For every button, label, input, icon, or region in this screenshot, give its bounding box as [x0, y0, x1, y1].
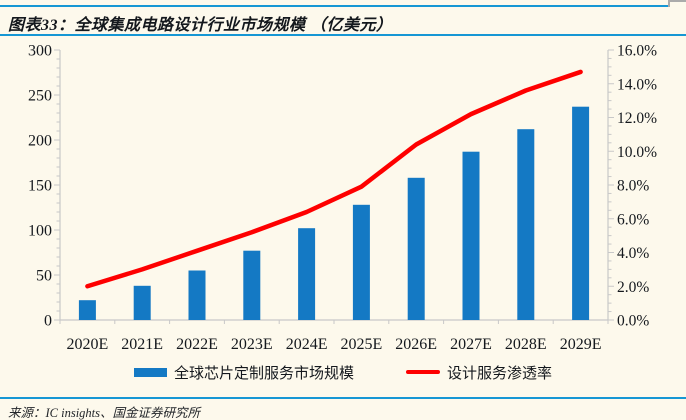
line-series-swatch [406, 370, 440, 374]
x-axis-category-label: 2028E [505, 336, 547, 353]
right-axis-tick-label: 4.0% [617, 245, 649, 262]
bar-2023E [243, 250, 261, 320]
right-axis-tick-label: 12.0% [617, 110, 657, 127]
legend: 全球芯片定制服务市场规模 设计服务渗透率 [0, 360, 686, 384]
bar-2025E [352, 204, 370, 320]
left-axis-tick-label: 200 [28, 133, 52, 150]
right-axis-tick-label: 16.0% [617, 43, 657, 60]
left-axis-tick-label: 0 [44, 313, 52, 330]
bar-2028E [517, 129, 535, 320]
bar-2020E [78, 300, 96, 320]
bar-2021E [133, 285, 151, 320]
title-underline-rule [0, 34, 686, 36]
bottom-rule [0, 397, 686, 399]
x-axis-category-label: 2024E [286, 336, 328, 353]
x-axis-category-label: 2022E [176, 336, 218, 353]
x-axis-category-label: 2023E [231, 336, 273, 353]
bar-2022E [188, 270, 206, 320]
right-axis-tick-label: 2.0% [617, 279, 649, 296]
x-axis-category-label: 2025E [341, 336, 383, 353]
x-axis-category-label: 2029E [560, 336, 602, 353]
left-axis-tick-label: 250 [28, 88, 52, 105]
bar-2027E [462, 151, 480, 320]
bar-2024E [298, 228, 316, 320]
right-axis-tick-label: 10.0% [617, 144, 657, 161]
right-axis-tick-label: 14.0% [617, 76, 657, 93]
source-note: 来源：IC insights、国金证券研究所 [8, 406, 201, 420]
corner-mark-horizontal [668, 0, 686, 2]
right-axis-tick-label: 0.0% [617, 313, 649, 330]
top-rule [0, 5, 668, 7]
bar-series-swatch [133, 367, 167, 377]
legend-label-penetration: 设计服务渗透率 [447, 364, 553, 382]
legend-label-market-size: 全球芯片定制服务市场规模 [173, 364, 354, 382]
bar-2026E [407, 177, 425, 320]
legend-item-market-size: 全球芯片定制服务市场规模 [133, 362, 354, 383]
right-axis-tick-label: 6.0% [617, 211, 649, 228]
corner-mark-vertical [668, 0, 670, 7]
left-axis-tick-label: 300 [28, 43, 52, 60]
right-axis-tick-label: 8.0% [617, 178, 649, 195]
x-axis-category-label: 2027E [450, 336, 492, 353]
left-axis-tick-label: 150 [28, 178, 52, 195]
x-axis-category-label: 2021E [121, 336, 163, 353]
left-axis-tick-label: 100 [28, 223, 52, 240]
legend-item-penetration: 设计服务渗透率 [406, 362, 552, 383]
bar-2029E [572, 106, 590, 320]
left-axis-tick-label: 50 [36, 268, 52, 285]
penetration-rate-line [85, 69, 583, 289]
figure-title: 图表33：全球集成电路设计行业市场规模 （亿美元） [8, 17, 393, 34]
x-axis-category-label: 2026E [395, 336, 437, 353]
x-axis-category-label: 2020E [67, 336, 109, 353]
